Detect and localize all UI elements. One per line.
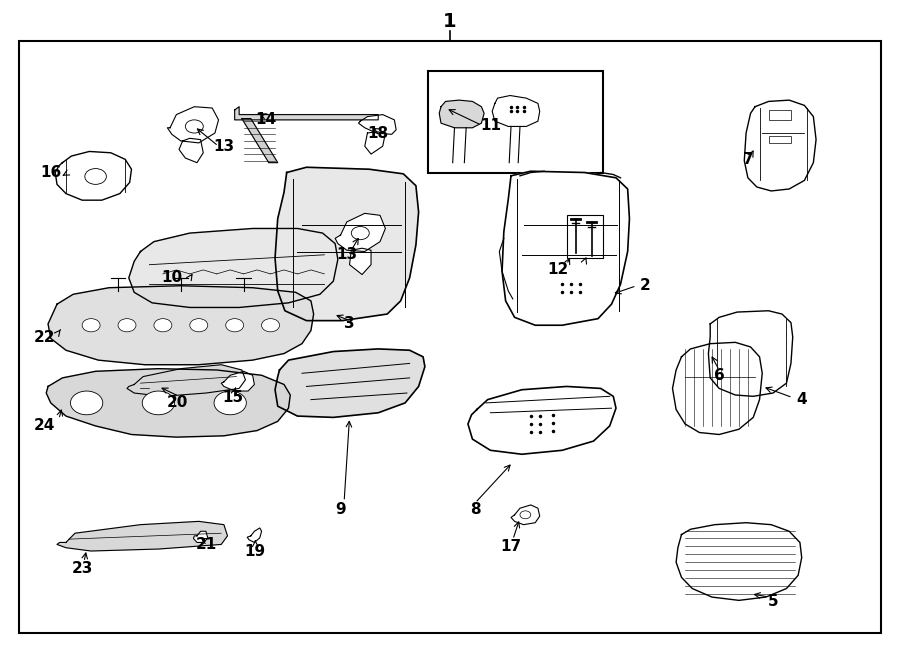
Bar bbox=[567, 215, 602, 258]
Text: 14: 14 bbox=[256, 112, 276, 128]
Text: 21: 21 bbox=[195, 537, 217, 552]
Bar bbox=[428, 71, 602, 173]
Polygon shape bbox=[242, 118, 278, 163]
Circle shape bbox=[351, 227, 369, 240]
Circle shape bbox=[262, 319, 280, 332]
Circle shape bbox=[142, 391, 175, 414]
Text: 1: 1 bbox=[443, 12, 457, 30]
Text: 18: 18 bbox=[368, 126, 389, 141]
Text: 19: 19 bbox=[244, 543, 265, 559]
Text: 8: 8 bbox=[470, 502, 481, 517]
Text: 17: 17 bbox=[500, 539, 522, 554]
Polygon shape bbox=[55, 151, 131, 200]
Polygon shape bbox=[511, 505, 540, 525]
Text: 10: 10 bbox=[161, 270, 183, 286]
Text: 7: 7 bbox=[742, 152, 753, 167]
Polygon shape bbox=[468, 387, 616, 454]
Polygon shape bbox=[676, 523, 802, 600]
Circle shape bbox=[70, 391, 103, 414]
Text: 12: 12 bbox=[547, 262, 568, 278]
Circle shape bbox=[214, 391, 247, 414]
Circle shape bbox=[185, 120, 203, 133]
Polygon shape bbox=[194, 531, 208, 543]
Polygon shape bbox=[48, 286, 313, 365]
Text: 22: 22 bbox=[33, 330, 55, 344]
Circle shape bbox=[118, 319, 136, 332]
Polygon shape bbox=[57, 522, 228, 551]
Polygon shape bbox=[248, 528, 262, 543]
Circle shape bbox=[85, 169, 106, 184]
Polygon shape bbox=[744, 100, 816, 191]
Polygon shape bbox=[502, 171, 629, 325]
Bar bbox=[769, 136, 791, 143]
Text: 5: 5 bbox=[768, 594, 778, 609]
Text: 15: 15 bbox=[222, 390, 243, 405]
Polygon shape bbox=[364, 132, 385, 154]
Polygon shape bbox=[358, 114, 396, 134]
Text: 4: 4 bbox=[796, 392, 807, 407]
Polygon shape bbox=[179, 138, 203, 163]
Text: 16: 16 bbox=[40, 165, 61, 180]
Circle shape bbox=[154, 319, 172, 332]
Text: 9: 9 bbox=[335, 502, 346, 517]
Text: 6: 6 bbox=[714, 368, 724, 383]
Text: 2: 2 bbox=[640, 278, 651, 293]
Polygon shape bbox=[221, 371, 255, 391]
Polygon shape bbox=[46, 369, 291, 437]
Circle shape bbox=[190, 319, 208, 332]
Text: 3: 3 bbox=[344, 317, 355, 331]
Circle shape bbox=[520, 511, 531, 519]
Text: 11: 11 bbox=[480, 118, 501, 133]
Polygon shape bbox=[275, 349, 425, 417]
Text: 13: 13 bbox=[213, 139, 235, 154]
Text: 20: 20 bbox=[166, 395, 188, 410]
Polygon shape bbox=[167, 106, 219, 143]
Polygon shape bbox=[335, 214, 385, 252]
Bar bbox=[769, 110, 791, 120]
Polygon shape bbox=[129, 229, 338, 307]
Polygon shape bbox=[275, 167, 418, 321]
Polygon shape bbox=[492, 96, 540, 126]
Polygon shape bbox=[439, 100, 484, 128]
Text: 13: 13 bbox=[337, 247, 357, 262]
Polygon shape bbox=[235, 106, 378, 120]
Polygon shape bbox=[708, 311, 793, 397]
Text: 24: 24 bbox=[34, 418, 55, 434]
Polygon shape bbox=[672, 342, 762, 434]
Circle shape bbox=[226, 319, 244, 332]
Text: 23: 23 bbox=[71, 561, 93, 576]
Circle shape bbox=[82, 319, 100, 332]
Polygon shape bbox=[349, 249, 371, 274]
Polygon shape bbox=[127, 365, 246, 397]
